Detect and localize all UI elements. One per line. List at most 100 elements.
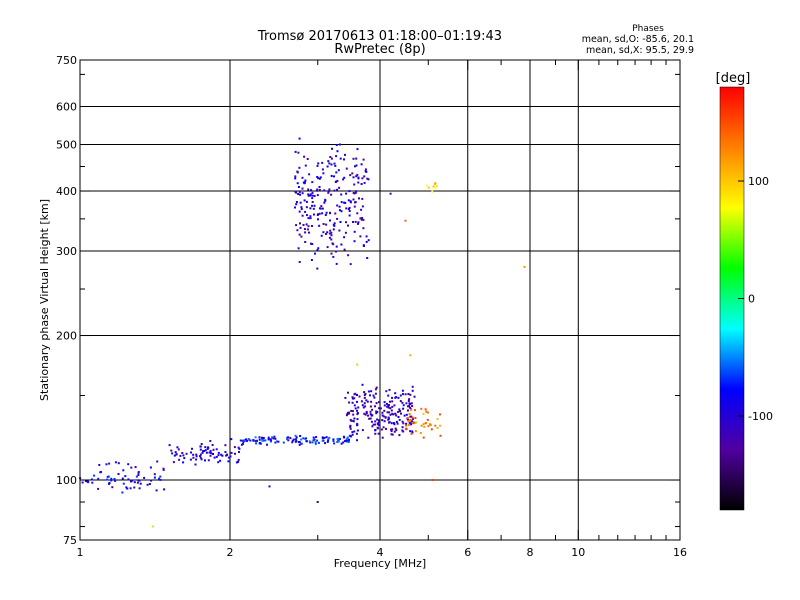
chart-subtitle: RwPretec (8p) — [334, 42, 425, 57]
data-point — [374, 388, 377, 391]
data-point — [374, 420, 377, 423]
data-point — [97, 477, 100, 480]
data-point — [392, 422, 395, 424]
data-point — [335, 171, 338, 174]
data-point — [321, 161, 324, 164]
data-point — [325, 233, 327, 235]
data-point — [410, 433, 413, 435]
data-point — [221, 454, 224, 457]
data-point — [325, 211, 328, 214]
data-point — [344, 201, 347, 204]
data-point — [295, 191, 298, 194]
data-point — [175, 453, 178, 456]
data-point — [195, 458, 198, 461]
data-point — [237, 458, 240, 461]
y-tick-label: 300 — [56, 245, 77, 258]
data-point — [369, 394, 371, 397]
data-point — [298, 441, 301, 444]
data-point — [234, 452, 236, 455]
data-point — [398, 434, 401, 437]
data-point — [343, 248, 346, 251]
data-point — [270, 439, 272, 442]
phase-stats-o: mean, sd,O: -85.6, 20.1 — [582, 34, 694, 45]
data-point — [405, 402, 408, 405]
data-point — [325, 223, 328, 226]
data-point — [394, 427, 397, 430]
data-point — [127, 478, 130, 481]
data-point — [367, 436, 370, 439]
data-point — [381, 419, 384, 422]
data-point — [333, 224, 336, 227]
colorbar-tick-label: 0 — [748, 293, 755, 306]
data-point — [176, 446, 179, 449]
data-point — [347, 199, 350, 202]
data-point — [328, 232, 331, 235]
data-point — [361, 205, 364, 208]
data-point — [309, 441, 312, 444]
data-point — [302, 437, 305, 440]
data-point — [434, 424, 437, 427]
data-point — [356, 148, 359, 151]
data-point — [318, 224, 321, 227]
data-point — [296, 182, 299, 185]
data-point — [372, 423, 375, 426]
data-point — [340, 442, 343, 445]
data-point — [332, 440, 335, 442]
data-point — [427, 186, 430, 189]
data-point — [330, 163, 333, 166]
data-point — [383, 401, 386, 404]
data-point — [335, 262, 338, 265]
data-point — [286, 436, 289, 439]
data-point — [425, 184, 428, 187]
data-point — [316, 194, 319, 197]
data-point — [336, 438, 339, 440]
data-point — [407, 405, 409, 408]
data-point — [334, 181, 337, 183]
data-point — [355, 175, 358, 178]
data-point — [351, 397, 354, 400]
data-point — [334, 212, 337, 215]
data-point — [369, 405, 372, 408]
data-point — [313, 213, 315, 216]
data-point — [315, 436, 318, 438]
data-point — [347, 441, 350, 443]
data-point — [117, 462, 120, 465]
data-point — [356, 413, 359, 416]
data-point — [329, 156, 332, 158]
data-point — [404, 219, 407, 222]
data-point — [411, 416, 414, 419]
data-point — [431, 190, 434, 193]
data-point — [136, 481, 139, 484]
data-point — [378, 407, 381, 410]
data-point — [409, 406, 411, 409]
data-point — [323, 201, 326, 204]
data-point — [407, 419, 410, 422]
data-point — [224, 444, 227, 447]
data-point — [219, 459, 222, 462]
data-point — [363, 394, 366, 397]
data-point — [397, 416, 400, 418]
data-point — [349, 424, 352, 427]
data-point — [424, 422, 427, 425]
data-point — [153, 476, 156, 479]
data-point — [370, 400, 373, 403]
data-point — [388, 411, 391, 414]
data-point — [249, 439, 252, 442]
data-point — [382, 426, 385, 429]
data-point — [139, 482, 142, 485]
data-point — [301, 214, 304, 217]
data-point — [344, 396, 347, 399]
data-point — [335, 144, 338, 146]
data-point — [375, 402, 378, 405]
phase-stats-x: mean, sd,X: 95.5, 29.9 — [586, 45, 694, 56]
data-point — [316, 188, 319, 191]
data-point — [114, 461, 117, 464]
data-point — [233, 446, 236, 449]
data-point — [353, 230, 356, 233]
data-point — [361, 217, 363, 219]
data-point — [395, 414, 398, 417]
data-point — [374, 429, 377, 432]
data-point — [395, 396, 398, 399]
data-point — [374, 423, 377, 426]
data-point — [309, 194, 312, 197]
